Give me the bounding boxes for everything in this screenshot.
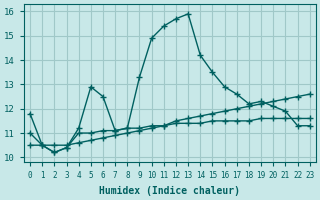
X-axis label: Humidex (Indice chaleur): Humidex (Indice chaleur) bbox=[100, 186, 240, 196]
